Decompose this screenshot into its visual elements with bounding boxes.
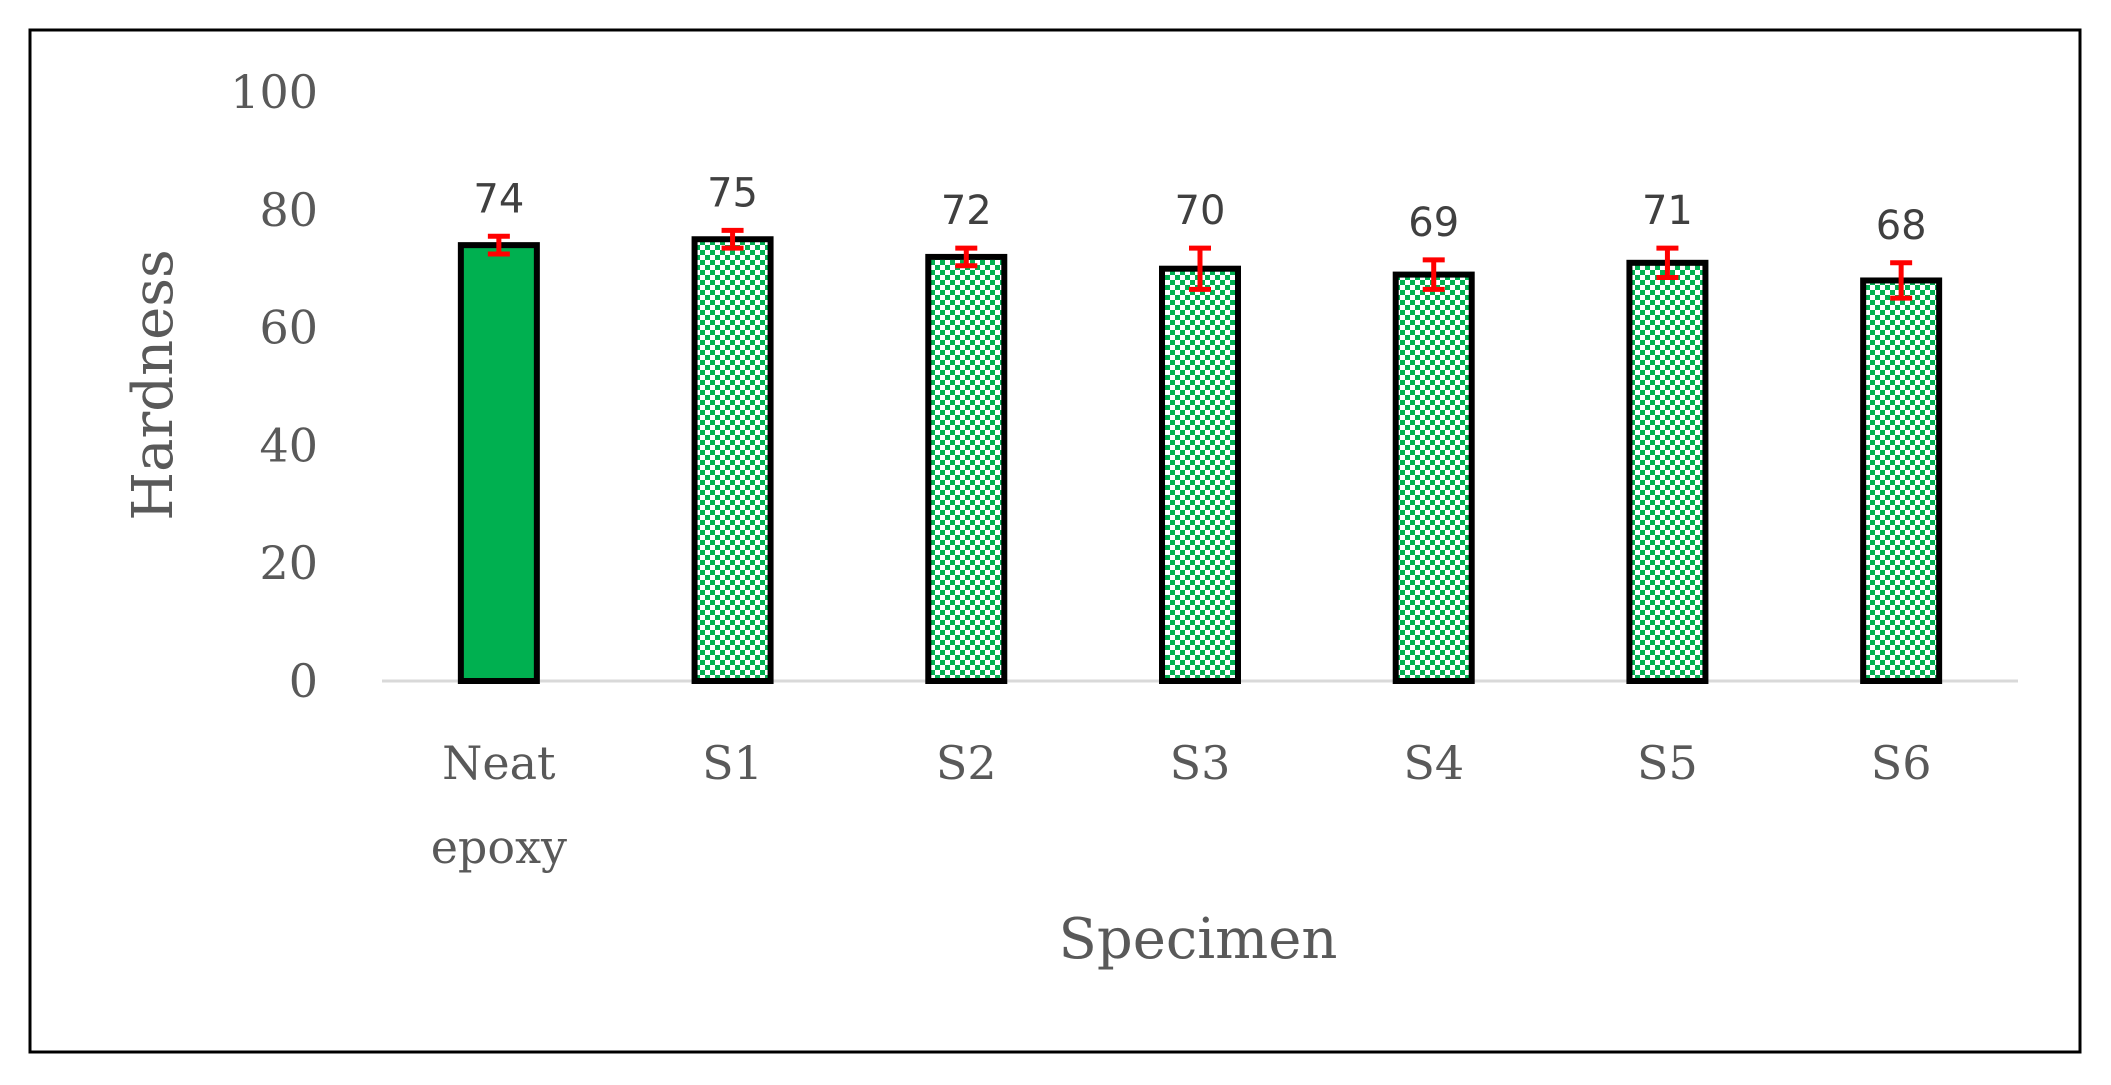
data-label: 69: [1408, 200, 1459, 246]
error-bar: [1656, 245, 1679, 281]
y-tick-label: 60: [259, 301, 318, 355]
y-tick-label: 0: [289, 654, 318, 708]
data-label: 71: [1642, 188, 1693, 234]
x-tick-label: S1: [702, 736, 763, 790]
y-tick-label: 20: [259, 536, 318, 590]
y-tick-label: 100: [230, 65, 318, 119]
error-bar: [955, 245, 978, 269]
x-axis-title: Specimen: [1059, 907, 1338, 972]
bar-s3: [1159, 265, 1241, 684]
x-tick-label: S5: [1637, 736, 1698, 790]
data-labels: 74 75 72 70 69 71 68: [473, 170, 1926, 248]
data-label: 68: [1876, 203, 1927, 249]
bar-s1: [691, 236, 774, 684]
data-label: 74: [473, 176, 524, 222]
y-tick-label: 80: [259, 183, 318, 237]
x-tick-label: S3: [1170, 736, 1231, 790]
error-bars: [487, 227, 1913, 301]
bar-neat-epoxy: [457, 242, 540, 684]
bar-s2: [925, 253, 1008, 684]
y-axis-title: Hardness: [121, 249, 186, 521]
error-bar: [1890, 260, 1913, 301]
x-tick-label: Neat: [442, 736, 556, 790]
x-tick-label: S2: [936, 736, 997, 790]
error-bar: [487, 233, 510, 257]
bar-s6: [1860, 277, 1943, 684]
bar-s4: [1392, 271, 1475, 684]
y-tick-label: 40: [259, 418, 318, 472]
error-bar: [1189, 245, 1211, 292]
data-label: 70: [1175, 188, 1226, 234]
x-axis-category-labels: Neat epoxy S1 S2 S3 S4 S5 S6: [431, 736, 1932, 874]
error-bar: [1422, 257, 1445, 292]
x-tick-label: S6: [1871, 736, 1932, 790]
data-label: 75: [707, 170, 758, 216]
error-bar: [721, 227, 744, 251]
x-tick-label: S4: [1403, 736, 1464, 790]
y-axis-ticks: 0 20 40 60 80 100: [230, 65, 318, 708]
chart-frame: [28, 28, 2082, 1054]
bar-s5: [1626, 259, 1709, 684]
data-label: 72: [941, 188, 992, 234]
x-tick-label: epoxy: [431, 820, 567, 874]
